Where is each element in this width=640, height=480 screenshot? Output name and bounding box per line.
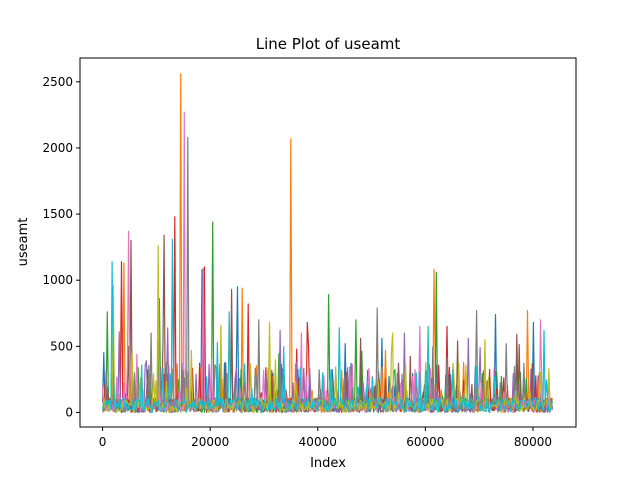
series-layer bbox=[102, 73, 553, 413]
plot-area-frame bbox=[79, 57, 577, 428]
y-axis-label: useamt bbox=[16, 218, 31, 267]
x-axis: 0 20000 40000 60000 80000 bbox=[99, 427, 552, 449]
y-tick-label: 500 bbox=[50, 339, 73, 353]
x-axis-label: Index bbox=[310, 456, 346, 471]
y-tick-label: 1500 bbox=[42, 207, 73, 221]
x-tick-label: 0 bbox=[99, 435, 107, 449]
x-tick-label: 40000 bbox=[299, 435, 337, 449]
x-tick-label: 20000 bbox=[191, 435, 229, 449]
y-tick-label: 2000 bbox=[42, 141, 73, 155]
series-line-9 bbox=[102, 245, 553, 413]
series-line-10 bbox=[102, 238, 553, 413]
chart-title: Line Plot of useamt bbox=[256, 35, 401, 53]
y-axis: 0 500 1000 1500 2000 2500 bbox=[42, 75, 80, 419]
y-tick-label: 0 bbox=[65, 405, 73, 419]
y-tick-label: 1000 bbox=[42, 273, 73, 287]
x-tick-label: 60000 bbox=[406, 435, 444, 449]
x-tick-label: 80000 bbox=[514, 435, 552, 449]
y-tick-label: 2500 bbox=[42, 75, 73, 89]
